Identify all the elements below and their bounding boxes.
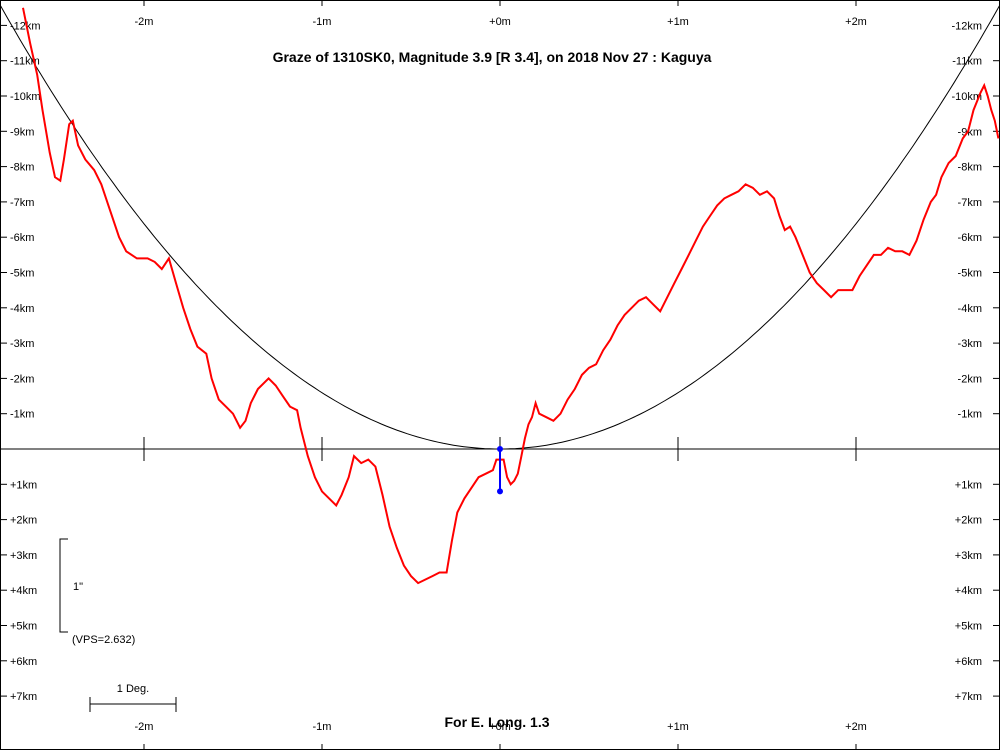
x-tick-label-bottom: -2m: [135, 721, 154, 733]
y-tick-label-right: -3km: [958, 338, 982, 350]
y-tick-label-left: +3km: [10, 550, 37, 562]
y-tick-label-right: -4km: [958, 303, 982, 315]
y-tick-label-right: -6km: [958, 232, 982, 244]
y-tick-label-left: -1km: [10, 409, 34, 421]
y-tick-label-left: -4km: [10, 303, 34, 315]
scale-bar-line: [59, 538, 68, 633]
y-tick-label-left: +4km: [10, 585, 37, 597]
y-tick-label-right: -7km: [958, 197, 982, 209]
y-tick-label-left: +2km: [10, 515, 37, 527]
y-tick-label-right: +2km: [955, 515, 982, 527]
y-tick-label-right: +5km: [955, 621, 982, 633]
y-tick-label-right: +3km: [955, 550, 982, 562]
y-tick-label-left: -5km: [10, 268, 34, 280]
star-marker-bottom: [497, 488, 503, 495]
x-tick-label-bottom: +1m: [667, 721, 689, 733]
y-tick-label-left: -7km: [10, 197, 34, 209]
scale-bar: 1" (VPS=2.632): [59, 538, 135, 646]
degree-scale-label: 1 Deg.: [117, 683, 149, 695]
y-tick-label-left: -11km: [10, 56, 40, 68]
y-tick-label-right: +6km: [955, 656, 982, 668]
y-tick-label-right: -8km: [958, 162, 982, 174]
y-tick-label-left: +7km: [10, 691, 37, 703]
y-tick-label-left: -10km: [10, 91, 41, 103]
x-tick-label-top: +1m: [667, 16, 689, 28]
y-tick-label-right: -1km: [958, 409, 982, 421]
y-tick-label-left: -8km: [10, 162, 34, 174]
star-marker-top: [497, 446, 503, 452]
chart-title: Graze of 1310SK0, Magnitude 3.9 [R 3.4],…: [273, 49, 712, 65]
y-tick-label-left: -12km: [10, 20, 41, 32]
x-tick-label-bottom: +2m: [845, 721, 867, 733]
chart-footer: For E. Long. 1.3: [444, 714, 549, 730]
y-tick-label-left: +6km: [10, 656, 37, 668]
y-tick-label-right: -10km: [951, 91, 982, 103]
y-tick-label-left: -2km: [10, 373, 34, 385]
y-tick-label-left: -3km: [10, 338, 34, 350]
y-tick-label-right: -2km: [958, 373, 982, 385]
y-tick-label-left: -6km: [10, 232, 34, 244]
x-tick-label-bottom: -1m: [313, 721, 332, 733]
x-tick-label-bottom: +0m: [489, 721, 511, 733]
y-tick-label-right: +1km: [955, 479, 982, 491]
y-tick-label-left: +5km: [10, 621, 37, 633]
x-tick-label-top: +2m: [845, 16, 867, 28]
y-tick-label-right: +7km: [955, 691, 982, 703]
y-tick-label-left: +1km: [10, 479, 37, 491]
y-tick-label-right: -12km: [951, 20, 982, 32]
limb-profile-line: [22, 7, 1000, 585]
x-tick-label-top: -2m: [135, 16, 154, 28]
y-tick-label-right: +4km: [955, 585, 982, 597]
y-tick-label-left: -9km: [10, 126, 34, 138]
y-tick-label-right: -9km: [958, 126, 982, 138]
x-tick-label-top: +0m: [489, 16, 511, 28]
x-tick-label-top: -1m: [313, 16, 332, 28]
degree-scale: 1 Deg.: [89, 683, 177, 712]
scale-bar-label: 1": [73, 581, 83, 593]
y-tick-label-right: -5km: [958, 268, 982, 280]
vps-label: (VPS=2.632): [72, 634, 135, 646]
